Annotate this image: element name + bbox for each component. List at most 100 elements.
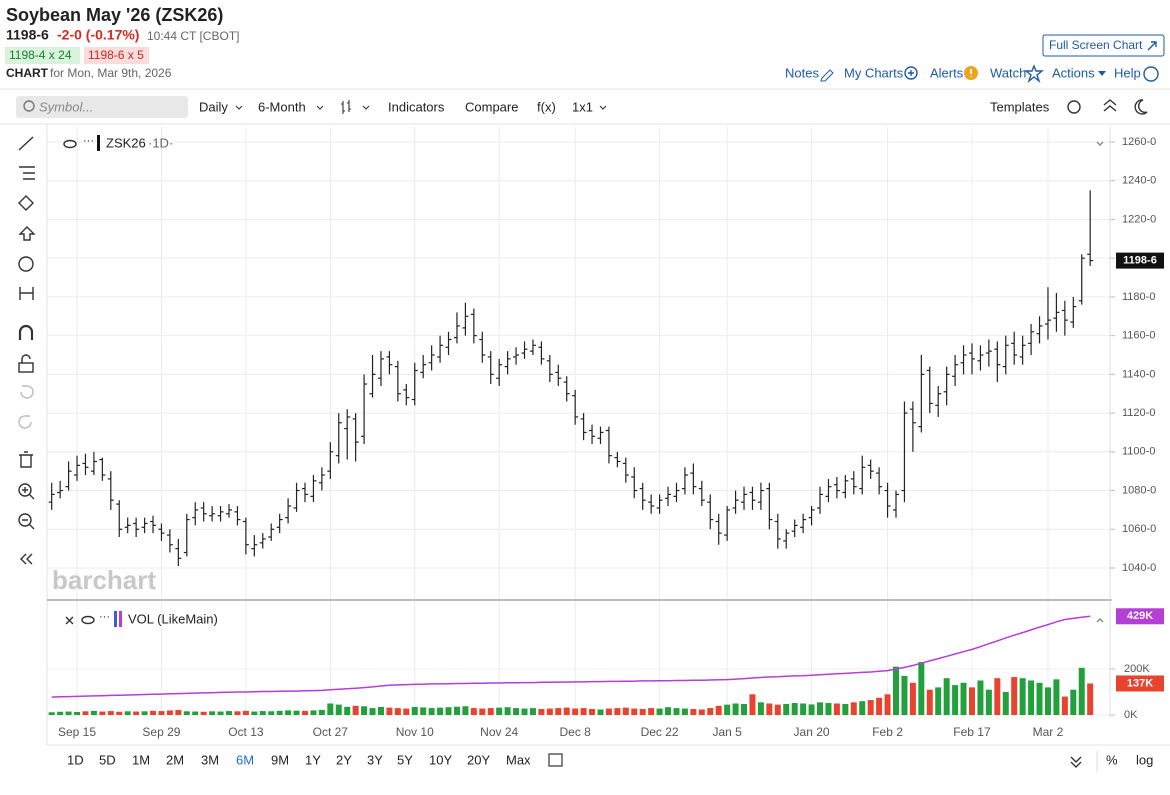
ask: 1198-6 x 5 — [88, 48, 144, 62]
full-screen-label[interactable]: Full Screen Chart — [1049, 38, 1143, 52]
nav-link[interactable]: Actions — [1052, 65, 1095, 80]
tool-line[interactable] — [18, 136, 34, 151]
x-tick-label: Sep 15 — [58, 725, 96, 739]
pane-caret[interactable] — [1096, 141, 1104, 146]
period-button[interactable]: 9M — [271, 752, 289, 767]
period-button[interactable]: 3Y — [367, 752, 383, 767]
watermark: barchart — [52, 565, 156, 595]
tool-delete[interactable] — [19, 451, 33, 468]
volume-bar — [538, 709, 545, 715]
pane-caret[interactable] — [1096, 618, 1104, 623]
period-button[interactable]: 20Y — [467, 752, 490, 767]
toolbar-item[interactable]: 6-Month — [258, 99, 306, 114]
nav-link[interactable]: Alerts — [930, 65, 964, 80]
menu-dots[interactable]: ··· — [83, 135, 94, 147]
volume-bar — [428, 708, 435, 715]
period-button[interactable]: 1M — [132, 752, 150, 767]
tool-shape[interactable] — [18, 195, 34, 211]
scale-toggle[interactable]: log — [1136, 752, 1153, 767]
tool-magnet[interactable] — [18, 324, 34, 340]
tool-note[interactable] — [18, 256, 34, 272]
y-tick-label: 1040-0 — [1122, 562, 1156, 574]
y-tick-label: 1140-0 — [1122, 368, 1155, 380]
tool-zoom-out-mark[interactable] — [22, 519, 35, 530]
tool-undo[interactable] — [20, 385, 34, 399]
menu-dots[interactable]: ··· — [99, 611, 110, 623]
search-box[interactable] — [16, 96, 188, 118]
scale-toggle[interactable]: % — [1106, 752, 1118, 767]
x-tick-label: Nov 24 — [480, 725, 518, 739]
volume-bar — [209, 711, 216, 715]
tool-zoom-out[interactable] — [18, 513, 32, 527]
volume-line-tag-bg — [1116, 608, 1164, 625]
toolbar-item[interactable]: Indicators — [388, 99, 445, 114]
period-button[interactable]: 10Y — [429, 752, 452, 767]
volume-bar — [513, 708, 520, 715]
volume-bar — [580, 708, 587, 715]
period-button[interactable]: 3M — [201, 752, 219, 767]
period-button[interactable]: 1D — [67, 752, 84, 767]
volume-bar — [82, 711, 89, 715]
nav-link[interactable]: Help — [1114, 65, 1141, 80]
search-placeholder[interactable]: Symbol... — [39, 99, 93, 114]
volume-bar — [614, 708, 621, 715]
tool-collapse[interactable] — [20, 553, 33, 565]
volume-bar — [74, 712, 81, 715]
period-button[interactable]: 1Y — [305, 752, 321, 767]
tool-measure[interactable] — [19, 287, 34, 300]
y-tick-label: 1240-0 — [1122, 175, 1156, 187]
tool-redo[interactable] — [18, 415, 32, 429]
volume-bar — [589, 709, 596, 715]
period-button[interactable]: 2M — [166, 752, 184, 767]
toolbar-item[interactable]: Daily — [199, 99, 228, 114]
tool-arrow[interactable] — [18, 226, 36, 241]
volume-bar — [107, 711, 114, 715]
period-button[interactable]: Max — [506, 752, 531, 767]
calendar-icon[interactable] — [548, 753, 563, 767]
tool-zoom-in[interactable] — [18, 483, 32, 497]
period-button[interactable]: 5Y — [397, 752, 413, 767]
toolbar-item[interactable]: f(x) — [537, 99, 556, 114]
period-button[interactable]: 6M — [236, 752, 254, 767]
tool-zoom-in-mark[interactable] — [22, 487, 35, 500]
period-button[interactable]: 2Y — [336, 752, 352, 767]
y-tick-label: 1180-0 — [1122, 291, 1155, 303]
tool-fib[interactable] — [19, 166, 35, 180]
y-tick-label: 1060-0 — [1122, 523, 1156, 535]
volume-bar — [462, 706, 469, 715]
volume-bar — [833, 703, 840, 715]
toolbar-item[interactable]: 1x1 — [572, 99, 593, 114]
volume-bar — [757, 702, 764, 715]
nav-link[interactable]: My Charts — [844, 65, 904, 80]
toolbar-item[interactable]: Compare — [465, 99, 518, 114]
theme-icon[interactable] — [1134, 99, 1148, 115]
chart-type-icon[interactable] — [341, 100, 351, 114]
plot: 1040-0 1060-0 1080-0 1100-0 1120-0 1140-0 1160… — [47, 127, 1164, 739]
close-icon[interactable] — [65, 616, 74, 625]
nav-link[interactable]: Watch — [990, 65, 1026, 80]
period-button[interactable]: 5D — [99, 752, 116, 767]
settings-icon[interactable] — [1067, 100, 1081, 114]
volume-bar — [504, 707, 511, 715]
volume-bar — [555, 708, 562, 715]
volume-bar — [496, 707, 503, 715]
volume-bar — [352, 705, 359, 715]
eye-icon[interactable] — [81, 615, 95, 625]
volume-bar — [715, 705, 722, 715]
dropdown-caret — [599, 105, 607, 110]
full-screen-button[interactable] — [1042, 34, 1165, 57]
volume-bar — [183, 711, 190, 715]
tool-lock[interactable] — [18, 362, 34, 373]
eye-icon[interactable] — [63, 139, 77, 149]
volume-bar — [1044, 687, 1051, 715]
collapse-icon[interactable] — [1103, 99, 1117, 112]
templates[interactable]: Templates — [990, 99, 1050, 114]
nav-link[interactable]: Notes — [785, 65, 819, 80]
volume-bar — [479, 708, 486, 715]
volume-bar — [276, 710, 283, 715]
tool-lock-arc[interactable] — [21, 354, 31, 363]
expand-icon[interactable] — [1070, 756, 1082, 768]
volume-bar — [1061, 696, 1068, 715]
